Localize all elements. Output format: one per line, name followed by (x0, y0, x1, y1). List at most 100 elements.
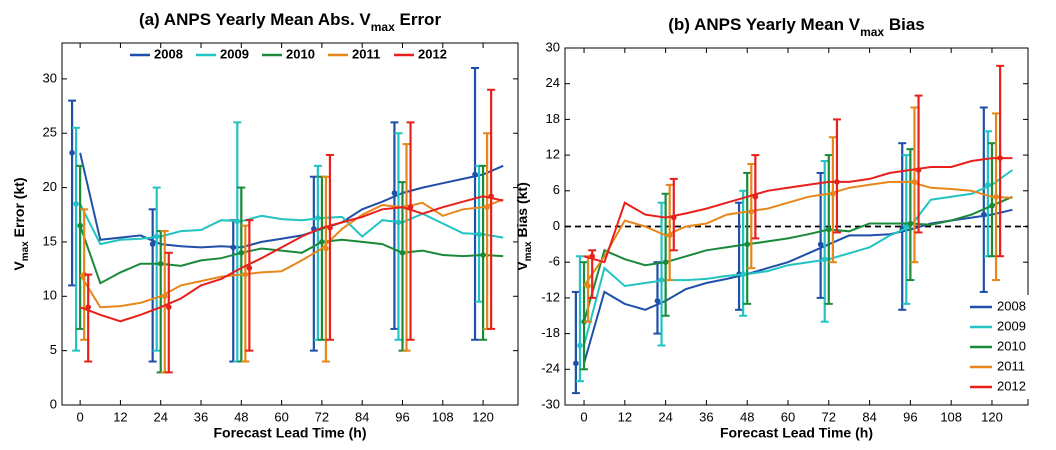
point (327, 225, 333, 231)
text-part: Bias (kt) (514, 182, 530, 241)
point (246, 265, 253, 271)
point (395, 219, 402, 226)
y-tick-label: 5 (50, 342, 57, 357)
point (73, 201, 79, 207)
text-part: (a) ANPS Yearly Mean Abs. V (139, 10, 371, 29)
point (830, 190, 836, 197)
point (989, 202, 995, 209)
chart-title: (b) ANPS Yearly Mean Vmax Bias (668, 15, 924, 39)
point (670, 214, 677, 221)
y-tick-label: 25 (43, 125, 57, 140)
y-tick-label: 20 (43, 179, 57, 194)
point (230, 244, 237, 251)
point (997, 155, 1003, 161)
point (748, 208, 755, 215)
series-line (583, 180, 1013, 287)
y-tick-label: 18 (546, 111, 560, 126)
text-part: max (860, 25, 884, 39)
point (834, 179, 840, 185)
point (480, 252, 486, 258)
point (476, 231, 482, 238)
point (153, 233, 160, 240)
x-tick-label: 48 (234, 409, 248, 424)
x-tick-label: 84 (862, 409, 876, 424)
series-line (79, 152, 504, 249)
point (581, 318, 587, 325)
point (165, 304, 172, 310)
point (654, 298, 661, 304)
point (740, 271, 746, 277)
y-tick-label: 10 (43, 288, 57, 303)
legend-label: 2011 (352, 46, 380, 61)
point (315, 215, 321, 221)
point (573, 360, 579, 367)
text-part: (b) ANPS Yearly Mean V (668, 15, 860, 34)
series-line (79, 203, 504, 246)
point (981, 211, 987, 218)
x-tick-label: 24 (658, 409, 672, 424)
point (242, 271, 249, 278)
point (744, 241, 751, 248)
series-line (79, 225, 504, 285)
point (903, 223, 910, 230)
point (391, 190, 398, 196)
point (157, 260, 164, 267)
series-line (583, 208, 1013, 364)
x-tick-label: 108 (432, 409, 454, 424)
x-tick-label: 108 (940, 409, 962, 424)
legend-label: 2011 (997, 358, 1025, 373)
series-line (583, 169, 1013, 346)
y-tick-label: 6 (553, 182, 560, 197)
legend-label: 2009 (220, 46, 249, 61)
y-tick-label: -12 (541, 289, 560, 304)
text-part: max (523, 241, 534, 261)
text-part: max (371, 20, 395, 34)
point (238, 250, 245, 256)
point (488, 193, 494, 200)
point (907, 220, 914, 227)
y-axis-label: Vmax Bias (kt) (514, 182, 534, 270)
point (821, 256, 828, 263)
point (77, 222, 83, 229)
point (658, 277, 665, 283)
x-tick-label: 36 (699, 409, 713, 424)
y-tick-label: 30 (43, 70, 57, 85)
y-tick-label: 24 (546, 75, 560, 90)
point (407, 204, 414, 210)
point (585, 283, 591, 289)
y-axis-label: Vmax Error (kt) (11, 177, 31, 270)
legend-label: 2008 (154, 46, 183, 61)
point (752, 193, 759, 200)
text-part: V (514, 261, 530, 271)
point (666, 232, 673, 239)
point (472, 171, 478, 178)
point (69, 149, 75, 156)
x-tick-label: 24 (153, 409, 167, 424)
x-tick-label: 72 (315, 409, 329, 424)
point (161, 293, 168, 300)
text-part: Error (kt) (11, 177, 27, 241)
point (911, 179, 918, 185)
x-tick-label: 48 (740, 409, 754, 424)
series-line (79, 195, 504, 323)
text-part: max (20, 241, 31, 261)
x-tick-label: 120 (472, 409, 494, 424)
legend-label: 2012 (418, 46, 447, 61)
y-tick-label: 15 (43, 233, 57, 248)
legend-label: 2010 (286, 46, 315, 61)
point (149, 241, 156, 247)
x-tick-label: 72 (822, 409, 836, 424)
chart-title: (a) ANPS Yearly Mean Abs. Vmax Error (139, 10, 442, 34)
point (85, 304, 91, 310)
series-line (79, 198, 504, 309)
y-tick-label: 0 (50, 396, 57, 411)
point (662, 259, 669, 266)
text-part: Bias (884, 15, 925, 34)
plot-frame (61, 42, 519, 406)
y-tick-label: -30 (541, 396, 560, 411)
point (985, 182, 991, 188)
point (817, 241, 824, 248)
x-tick-label: 96 (903, 409, 917, 424)
series-line (583, 195, 1013, 322)
